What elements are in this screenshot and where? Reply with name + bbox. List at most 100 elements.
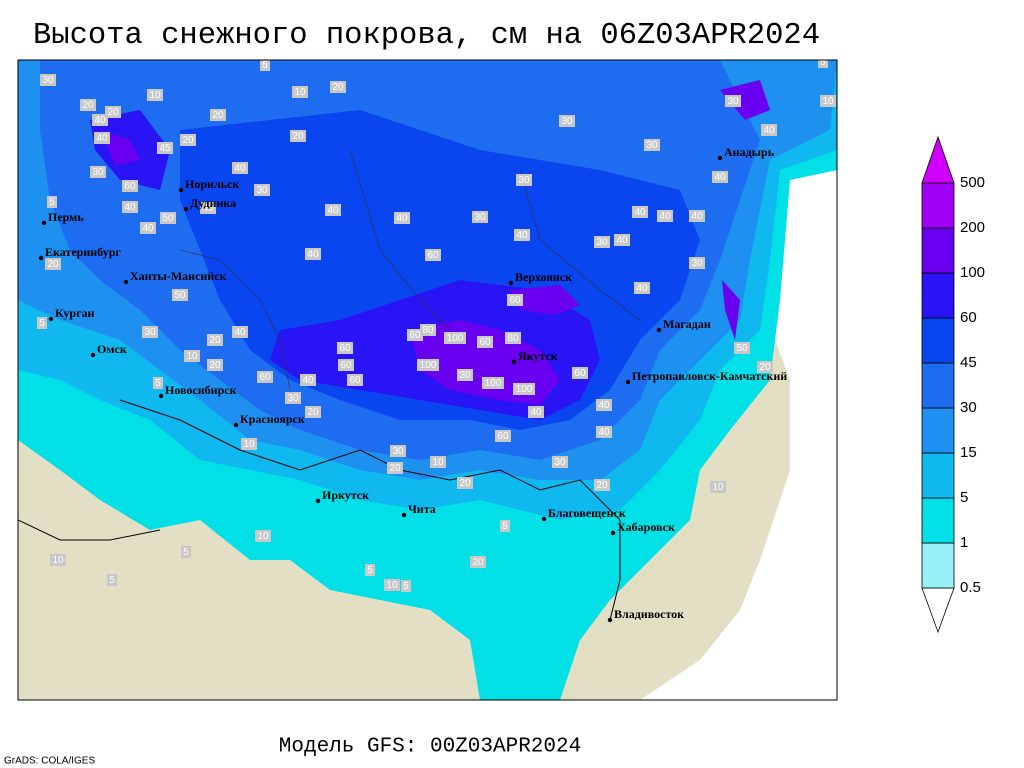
contour-label: 5: [820, 57, 826, 68]
contour-label: 30: [518, 175, 530, 186]
contour-label: 5: [502, 521, 508, 532]
contour-label-bg: [157, 142, 173, 154]
colorbar-segment: [921, 542, 955, 589]
contour-label: 40: [307, 249, 319, 260]
contour-label-bg: [305, 406, 321, 418]
contour-label: 80: [507, 333, 519, 344]
contour-label-bg: [337, 342, 353, 354]
contour-label-bg: [147, 89, 163, 101]
contour-label-bg: [820, 95, 836, 107]
contour-label-bg: [689, 210, 705, 222]
contour-label-bg: [241, 438, 257, 450]
contour-label: 60: [427, 250, 439, 261]
contour-label: 30: [474, 212, 486, 223]
contour-label: 20: [82, 100, 94, 111]
colorbar-segment: [921, 407, 955, 454]
contour-label-bg: [325, 204, 341, 216]
contour-label-bg: [232, 162, 248, 174]
contour-label-bg: [207, 334, 223, 346]
city-label: Якутск: [518, 349, 558, 363]
contour-label: 30: [596, 237, 608, 248]
contour-label: 20: [209, 335, 221, 346]
contour-label: 5: [183, 547, 189, 558]
contour-label: 40: [659, 211, 671, 222]
contour-label: 20: [389, 463, 401, 474]
contour-label-bg: [430, 456, 446, 468]
city-label: Норильск: [185, 177, 239, 191]
contour-label-bg: [180, 134, 196, 146]
contour-label: 40: [124, 202, 136, 213]
city-label: Красноярск: [240, 412, 305, 426]
contour-label: 5: [262, 60, 268, 71]
contour-label: 40: [598, 427, 610, 438]
contour-label: 40: [396, 213, 408, 224]
city-marker: [158, 393, 164, 399]
city-label: Верхоянск: [515, 270, 572, 284]
contour-label: 30: [459, 370, 471, 381]
contour-label: 20: [332, 82, 344, 93]
contour-label: 20: [759, 362, 771, 373]
contour-label-bg: [338, 359, 354, 371]
contour-label: 40: [234, 327, 246, 338]
contour-label-bg: [689, 257, 705, 269]
contour-label: 60: [340, 360, 352, 371]
contour-label: 50: [736, 343, 748, 354]
contour-label: 10: [386, 580, 398, 591]
contour-label-bg: [172, 289, 188, 301]
city-marker: [610, 530, 616, 536]
colorbar-segment: [921, 272, 955, 319]
contour-label-bg: [305, 248, 321, 260]
contour-label: 100: [447, 333, 464, 344]
contour-label-bg: [387, 462, 403, 474]
contour-label-bg: [330, 81, 346, 93]
city-label: Петропавловск-Камчатский: [632, 369, 787, 383]
contour-label: 60: [124, 181, 136, 192]
contour-label-bg: [407, 329, 423, 341]
city-label: Хабаровск: [617, 520, 675, 534]
contour-label-bg: [300, 374, 316, 386]
contour-label: 40: [202, 203, 214, 214]
city-marker: [315, 498, 321, 504]
footer: Модель GFS: 00Z03APR2024: [279, 736, 581, 759]
contour-label: 40: [598, 400, 610, 411]
city-marker: [541, 516, 547, 522]
contour-label-bg: [50, 554, 66, 566]
contour-label-bg: [37, 317, 47, 329]
contour-label-bg: [712, 171, 728, 183]
colorbar-over: [921, 135, 955, 184]
contour-label-bg: [757, 361, 773, 373]
contour-label: 80: [422, 325, 434, 336]
contour-label-bg: [528, 406, 544, 418]
colorbar-label: 100: [960, 264, 985, 281]
contour-label: 40: [516, 230, 528, 241]
contour-label-bg: [632, 206, 648, 218]
contour-label: 40: [763, 125, 775, 136]
contour-label: 50: [162, 213, 174, 224]
city-marker: [511, 359, 517, 365]
city-marker: [178, 187, 184, 193]
contour-label: 60: [574, 368, 586, 379]
contour-label: 30: [646, 140, 658, 151]
city-marker: [233, 422, 239, 428]
contour-label: 20: [459, 478, 471, 489]
contour-label-bg: [401, 580, 411, 592]
contour-label: 40: [94, 115, 106, 126]
contour-label: 40: [714, 172, 726, 183]
contour-label-bg: [644, 139, 660, 151]
city-marker: [656, 327, 662, 333]
contour-label-bg: [160, 212, 176, 224]
city-marker: [123, 279, 129, 285]
contour-label: 30: [42, 75, 54, 86]
contour-label-bg: [513, 383, 535, 395]
contour-label-bg: [514, 229, 530, 241]
contour-label-bg: [457, 477, 473, 489]
contour-label-bg: [105, 106, 121, 118]
contour-label: 50: [174, 290, 186, 301]
contour-label-bg: [572, 367, 588, 379]
contour-label-bg: [210, 109, 226, 121]
contour-label: 30: [554, 457, 566, 468]
contour-label: 40: [634, 207, 646, 218]
contour-label: 5: [155, 378, 161, 389]
contour-label: 60: [497, 431, 509, 442]
